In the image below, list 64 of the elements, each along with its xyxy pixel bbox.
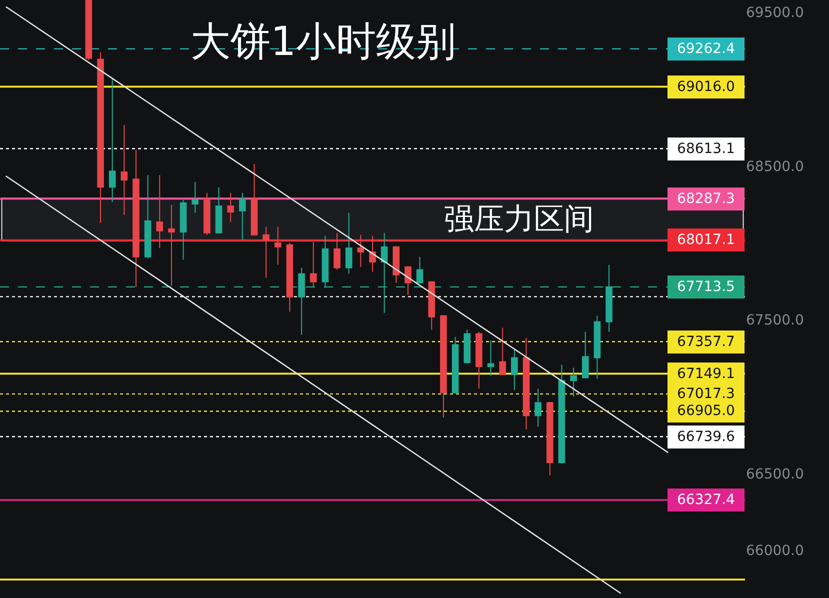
candlestick [428, 280, 436, 330]
y-tick-label: 67500.0 [746, 312, 804, 329]
candlestick [180, 200, 187, 260]
candlestick [322, 235, 329, 288]
candlestick [558, 364, 566, 464]
candlestick [452, 336, 459, 394]
candlestick [357, 234, 364, 268]
ref-line-label: 69016.0 [677, 79, 735, 95]
candlestick [239, 192, 246, 240]
candlestick [392, 245, 400, 284]
ref-line-label: 66327.4 [677, 492, 735, 508]
candlestick [416, 256, 424, 284]
candlestick [522, 337, 530, 430]
candlestick [227, 192, 234, 222]
y-tick-label: 66000.0 [746, 543, 804, 560]
ref-line-label: 66905.0 [677, 403, 735, 419]
candlestick [582, 331, 589, 379]
candlestick [298, 267, 305, 336]
candlestick [534, 388, 542, 428]
candlestick [380, 232, 388, 314]
candlestick [215, 186, 222, 234]
ref-line-label: 68613.1 [677, 141, 735, 157]
candlestick [204, 192, 210, 236]
candlestick [594, 315, 601, 380]
candlestick [464, 329, 470, 364]
candlestick [120, 124, 128, 216]
candlestick [606, 264, 612, 332]
ref-line-label: 67149.1 [677, 366, 735, 382]
y-tick-label: 68500.0 [746, 158, 804, 175]
band-label: 强压力区间 [444, 202, 594, 237]
ref-line-label: 68017.1 [677, 232, 735, 248]
candlestick [345, 212, 352, 274]
candlestick [274, 226, 282, 266]
y-tick-label: 69500.0 [746, 5, 804, 22]
ref-line-label: 68287.3 [677, 191, 735, 207]
text: 大饼1小时级别 [190, 18, 456, 65]
candlestick [144, 174, 152, 259]
candlestick [85, 0, 92, 60]
candlestick [250, 164, 258, 236]
candlestick [156, 174, 164, 248]
candlestick [546, 402, 554, 476]
ref-line-label: 67357.7 [677, 334, 735, 350]
candlestick [132, 150, 140, 288]
candlestick [499, 327, 506, 376]
candlestick [404, 265, 412, 296]
ref-line-label: 67017.3 [677, 386, 735, 402]
candlestick [334, 232, 340, 270]
candlestick [286, 242, 294, 312]
candlestick [570, 367, 577, 398]
ref-line-label: 66739.6 [677, 429, 735, 445]
ref-line-label: 69262.4 [677, 41, 735, 57]
candlestick [168, 204, 175, 286]
candlestick [440, 314, 447, 418]
candlestick [262, 226, 270, 278]
candlestick [108, 78, 116, 202]
candlestick [476, 331, 482, 390]
candlestick [97, 52, 104, 224]
candlestick [369, 235, 376, 272]
candlestick [511, 349, 518, 390]
candlestick [192, 182, 199, 214]
candlestick [487, 340, 494, 376]
candlestick [310, 241, 317, 288]
y-tick-label: 66500.0 [746, 466, 804, 482]
ref-line-label: 67713.5 [677, 279, 735, 295]
